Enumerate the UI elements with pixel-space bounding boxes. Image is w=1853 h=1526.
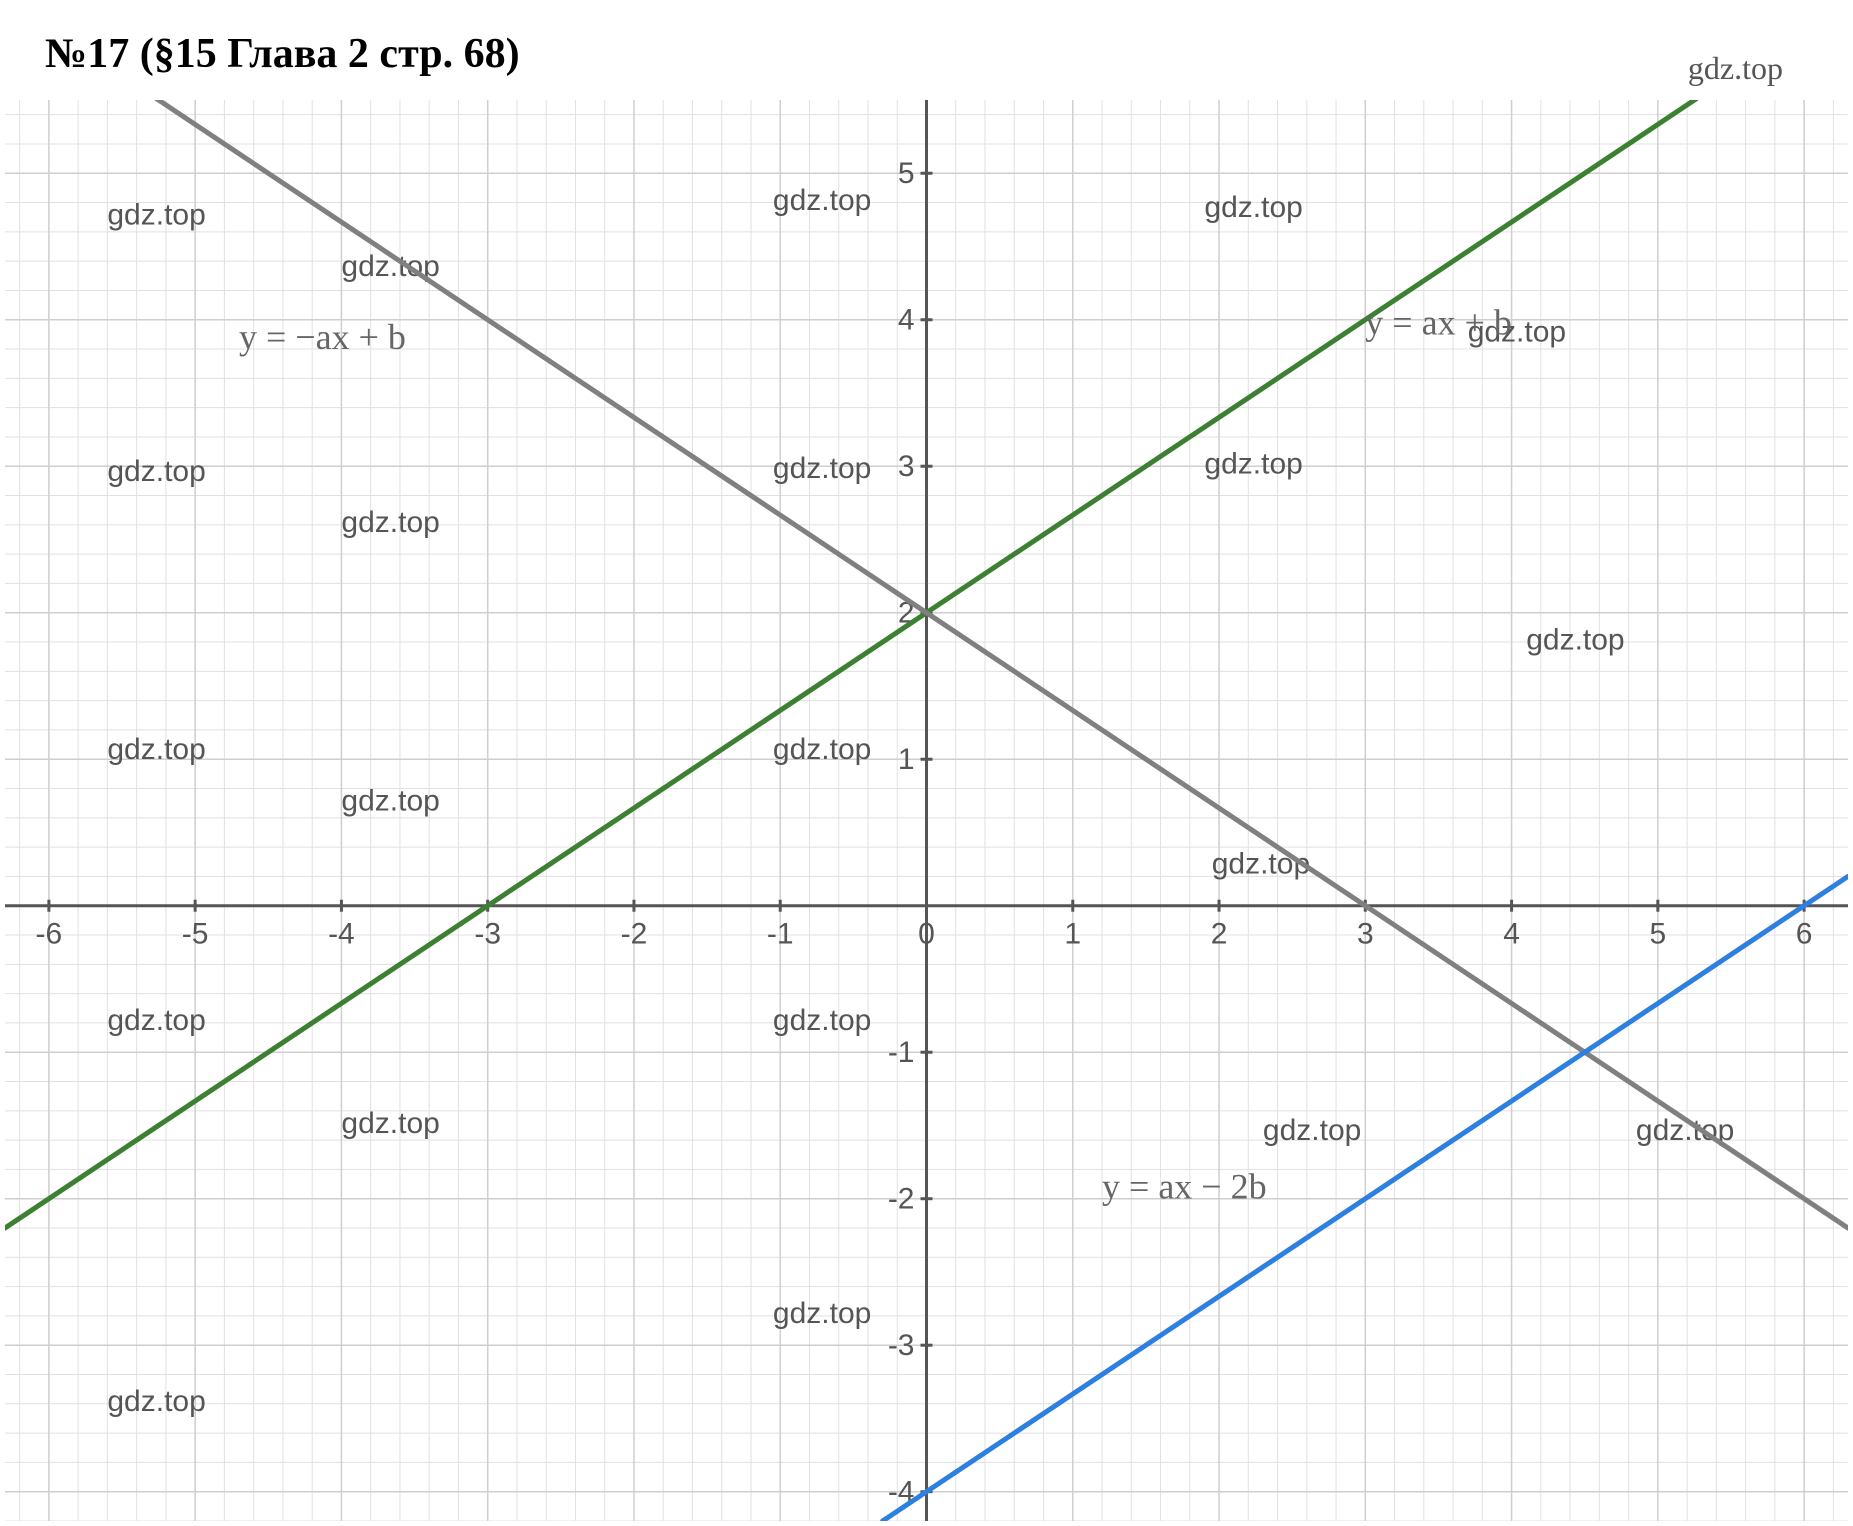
page-title: №17 (§15 Глава 2 стр. 68) — [45, 30, 520, 78]
svg-text:-3: -3 — [474, 918, 501, 951]
line_blue-label: y = ax − 2b — [1102, 1167, 1267, 1207]
svg-text:-6: -6 — [36, 918, 63, 951]
svg-text:-3: -3 — [888, 1329, 915, 1362]
watermark: gdz.top — [107, 199, 205, 232]
watermark: gdz.top — [1263, 1114, 1361, 1147]
watermark: gdz.top — [341, 1107, 439, 1140]
watermark: gdz.top — [773, 452, 871, 485]
svg-text:1: 1 — [1064, 918, 1081, 951]
svg-text:6: 6 — [1796, 918, 1813, 951]
chart-svg: -6-5-4-3-2-10123456-4-3-2-112345gdz.topg… — [5, 100, 1848, 1521]
svg-text:3: 3 — [898, 450, 915, 483]
svg-text:-2: -2 — [888, 1183, 915, 1216]
line_green-label: y = ax + b — [1365, 302, 1512, 342]
svg-text:3: 3 — [1357, 918, 1374, 951]
watermark: gdz.top — [341, 506, 439, 539]
watermark: gdz.top — [1204, 448, 1302, 481]
watermark: gdz.top — [773, 1297, 871, 1330]
watermark: gdz.top — [773, 184, 871, 217]
svg-text:-2: -2 — [621, 918, 648, 951]
svg-text:2: 2 — [1211, 918, 1228, 951]
watermark: gdz.top — [1204, 191, 1302, 224]
svg-text:0: 0 — [918, 918, 935, 951]
svg-text:4: 4 — [1503, 918, 1520, 951]
svg-text:4: 4 — [898, 304, 915, 337]
svg-text:-4: -4 — [328, 918, 355, 951]
watermark: gdz.top — [1526, 623, 1624, 656]
watermark: gdz.top — [107, 455, 205, 488]
svg-text:-5: -5 — [182, 918, 209, 951]
coordinate-chart: -6-5-4-3-2-10123456-4-3-2-112345gdz.topg… — [5, 100, 1848, 1521]
svg-text:5: 5 — [898, 157, 915, 190]
page-watermark-top: gdz.top — [1688, 50, 1783, 87]
watermark: gdz.top — [773, 733, 871, 766]
watermark: gdz.top — [1212, 847, 1310, 880]
svg-text:5: 5 — [1650, 918, 1667, 951]
watermark: gdz.top — [107, 733, 205, 766]
svg-text:1: 1 — [898, 743, 915, 776]
watermark: gdz.top — [341, 785, 439, 818]
svg-text:-1: -1 — [888, 1036, 915, 1069]
watermark: gdz.top — [107, 1385, 205, 1418]
line_gray-label: y = −ax + b — [239, 317, 406, 357]
watermark: gdz.top — [107, 1004, 205, 1037]
svg-text:-1: -1 — [767, 918, 794, 951]
watermark: gdz.top — [773, 1004, 871, 1037]
